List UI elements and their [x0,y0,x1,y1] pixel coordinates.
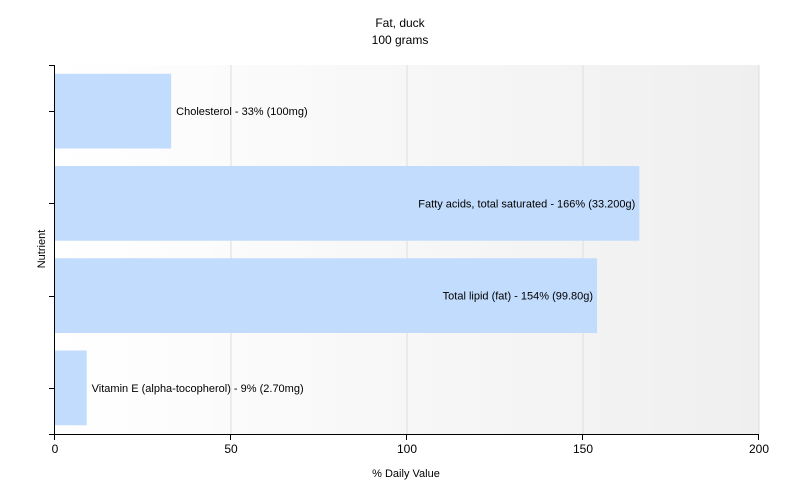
bar-0 [55,73,172,149]
x-tick-label: 50 [224,442,238,456]
bar-label-1: Fatty acids, total saturated - 166% (33.… [418,198,635,210]
chart-subtitle: 100 grams [372,33,429,47]
bar-1 [55,166,640,241]
axes: 0 50 100 150 200 [49,65,769,456]
x-tick-label: 0 [52,442,59,456]
bar-2 [55,258,598,333]
x-tick-label: 150 [573,442,593,456]
gridlines [230,65,760,434]
bar-3 [55,350,87,426]
x-axis-label: % Daily Value [372,468,440,480]
bar-label-3: Vitamin E (alpha-tocopherol) - 9% (2.70m… [92,383,304,395]
x-tick-label: 100 [397,442,417,456]
bar-label-2: Total lipid (fat) - 154% (99.80g) [443,291,593,303]
x-tick-label: 200 [749,442,769,456]
chart-title: Fat, duck [375,16,425,30]
y-axis-label: Nutrient [36,230,48,269]
bar-label-0: Cholesterol - 33% (100mg) [176,106,307,118]
bars: Cholesterol - 33% (100mg) Fatty acids, to… [55,73,640,426]
